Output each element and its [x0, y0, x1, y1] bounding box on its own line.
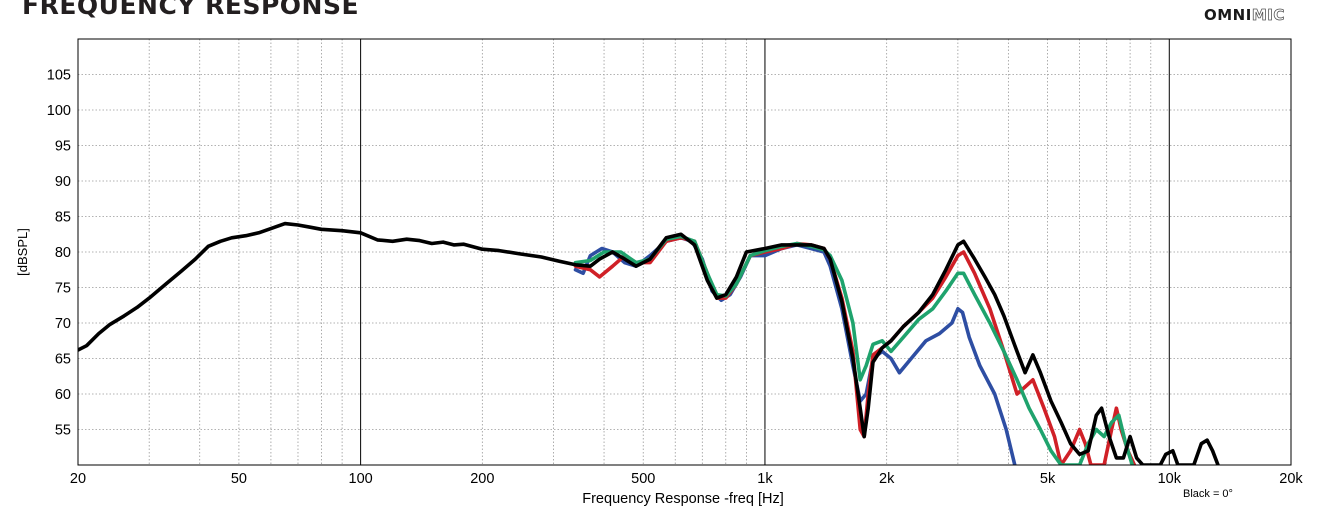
y-tick-label: 80 — [55, 245, 71, 261]
plot-frame — [77, 38, 1292, 466]
x-tick-label: 200 — [470, 471, 494, 487]
x-tick-label: 500 — [631, 471, 655, 487]
x-tick-label: 100 — [349, 471, 373, 487]
x-axis-label: Frequency Response -freq [Hz] — [582, 491, 783, 507]
y-tick-label: 75 — [55, 281, 71, 297]
y-tick-label: 105 — [47, 68, 71, 84]
x-tick-label: 10k — [1158, 471, 1182, 487]
x-tick-label: 1k — [757, 471, 773, 487]
x-tick-label: 20 — [70, 471, 86, 487]
y-tick-label: 60 — [55, 387, 71, 403]
y-tick-label: 55 — [55, 423, 71, 439]
series-line-3 — [573, 234, 1135, 465]
series-lines — [78, 221, 1220, 465]
series-line-1 — [573, 236, 1017, 465]
grid — [78, 39, 1291, 465]
x-tick-label: 2k — [879, 471, 895, 487]
y-tick-label: 70 — [55, 316, 71, 332]
x-tick-label: 20k — [1279, 471, 1303, 487]
y-tick-label: 90 — [55, 174, 71, 190]
y-axis-label: [dBSPL] — [15, 228, 30, 276]
x-tick-label: 5k — [1040, 471, 1056, 487]
y-tick-labels: 55 60 65 70 75 80 85 90 95 100 105 — [47, 68, 71, 439]
x-tick-label: 50 — [231, 471, 247, 487]
chart-title: FREQUENCY RESPONSE — [22, 0, 360, 20]
y-tick-label: 85 — [55, 210, 71, 226]
x-tick-labels: 20 50 100 200 500 1k 2k 5k 10k 20k — [70, 471, 1304, 487]
y-tick-label: 100 — [47, 103, 71, 119]
legend-note: Black = 0° — [1183, 488, 1233, 500]
y-tick-label: 65 — [55, 352, 71, 368]
y-tick-label: 95 — [55, 139, 71, 155]
omnimic-logo: OMNIMIC — [1204, 6, 1285, 25]
series-line-4 — [78, 221, 1220, 465]
